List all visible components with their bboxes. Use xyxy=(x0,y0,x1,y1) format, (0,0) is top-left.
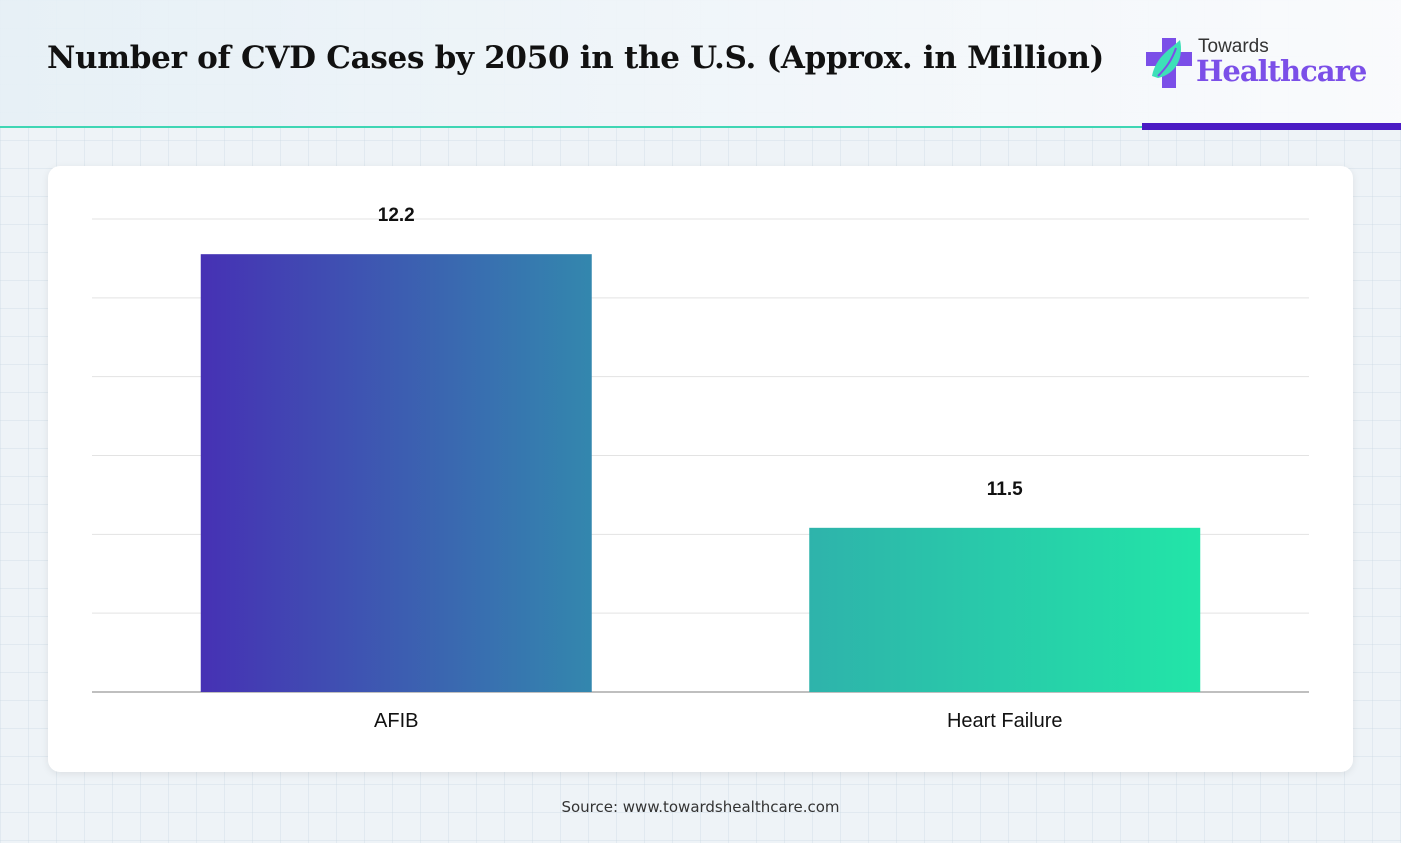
data-label: 12.2 xyxy=(378,205,415,226)
header-divider-purple xyxy=(1142,123,1401,130)
page-title: Number of CVD Cases by 2050 in the U.S. … xyxy=(47,40,1105,76)
bar-heart-failure xyxy=(809,527,1201,692)
logo-text-healthcare: Healthcare xyxy=(1196,54,1367,88)
x-tick-label: Heart Failure xyxy=(947,710,1063,732)
medical-cross-leaf-icon xyxy=(1146,38,1192,88)
source-text: Source: www.towardshealthcare.com xyxy=(561,798,840,816)
logo-text-towards: Towards xyxy=(1198,36,1269,57)
data-label: 11.5 xyxy=(987,479,1023,500)
towards-healthcare-logo: Towards Healthcare xyxy=(1146,36,1367,96)
header-divider-teal xyxy=(0,126,1142,128)
bar-afib xyxy=(200,254,592,692)
x-tick-label: AFIB xyxy=(374,710,418,732)
